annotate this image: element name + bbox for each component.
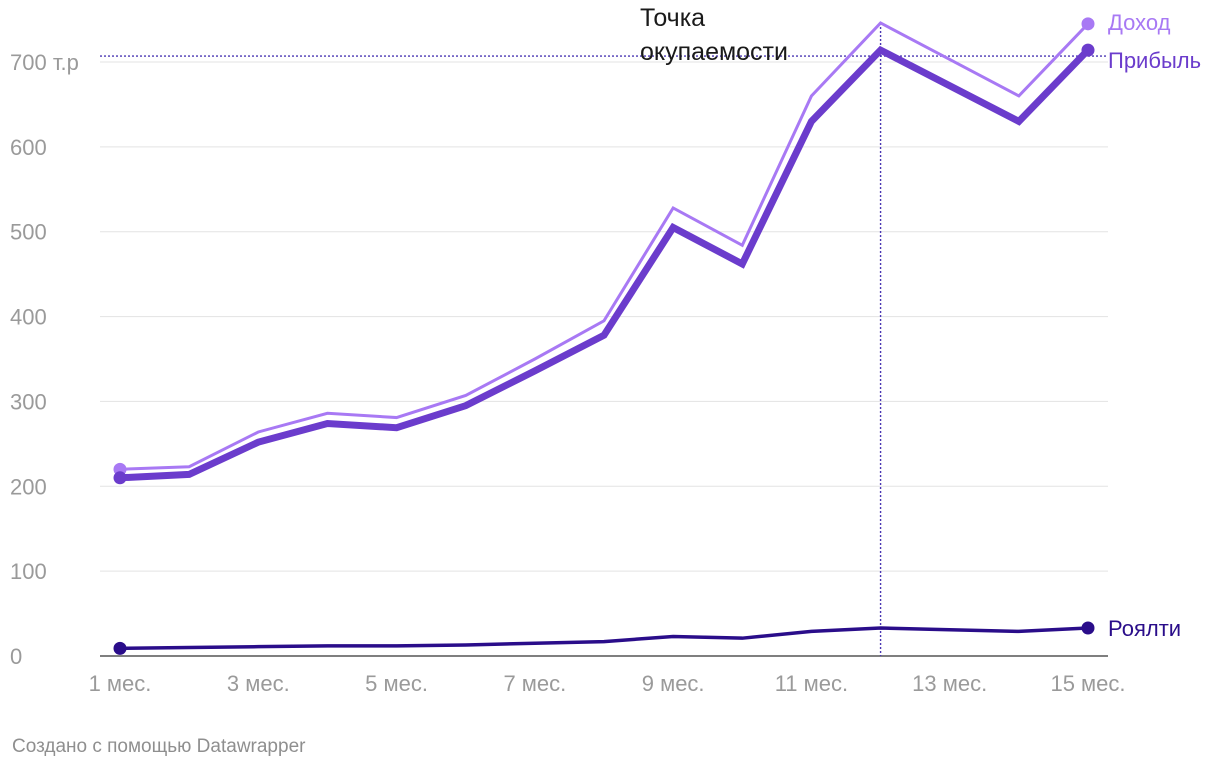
series-line-2	[119, 626, 1089, 651]
y-tick-label: 0	[10, 644, 22, 669]
series-end-point	[1081, 17, 1095, 31]
footer-credit: Создано с помощью Datawrapper	[12, 736, 306, 757]
y-axis-ticks: 0 100 200 300 400 500 600 700 т.р	[10, 50, 79, 669]
x-tick-label: 11 мес.	[775, 671, 848, 696]
x-tick-label: 9 мес.	[642, 671, 705, 696]
x-tick-label: 3 мес.	[227, 671, 290, 696]
series-line-1	[119, 45, 1091, 482]
annotation-line-2: окупаемости	[640, 38, 788, 66]
annotation-line-1: Точка	[640, 4, 705, 32]
y-tick-label: 600	[10, 135, 47, 160]
series-line-0	[119, 21, 1090, 471]
series-start-point	[113, 641, 127, 655]
x-tick-label: 13 мес.	[912, 671, 987, 696]
x-tick-label: 5 мес.	[365, 671, 428, 696]
series-lines	[113, 17, 1095, 655]
x-tick-label: 1 мес.	[89, 671, 152, 696]
reference-lines	[100, 22, 1108, 656]
series-end-point	[1081, 43, 1095, 57]
y-tick-label: 300	[10, 389, 47, 414]
x-axis-ticks: 1 мес. 3 мес. 5 мес. 7 мес. 9 мес. 11 мес. 13 …	[89, 671, 1126, 696]
y-tick-label: 700 т.р	[10, 50, 79, 75]
y-tick-label: 100	[10, 559, 47, 584]
y-tick-label: 200	[10, 474, 47, 499]
series-start-point	[113, 471, 127, 485]
series-end-point	[1081, 621, 1095, 635]
y-tick-label: 400	[10, 305, 47, 330]
grid-lines	[100, 61, 1108, 657]
series-label: Роялти	[1108, 616, 1181, 641]
series-label: Прибыль	[1108, 48, 1201, 73]
x-tick-label: 7 мес.	[503, 671, 566, 696]
series-label: Доход	[1108, 10, 1171, 35]
x-tick-label: 15 мес.	[1050, 671, 1125, 696]
y-tick-label: 500	[10, 220, 47, 245]
series-labels: Доход Прибыль Роялти	[1108, 10, 1201, 641]
